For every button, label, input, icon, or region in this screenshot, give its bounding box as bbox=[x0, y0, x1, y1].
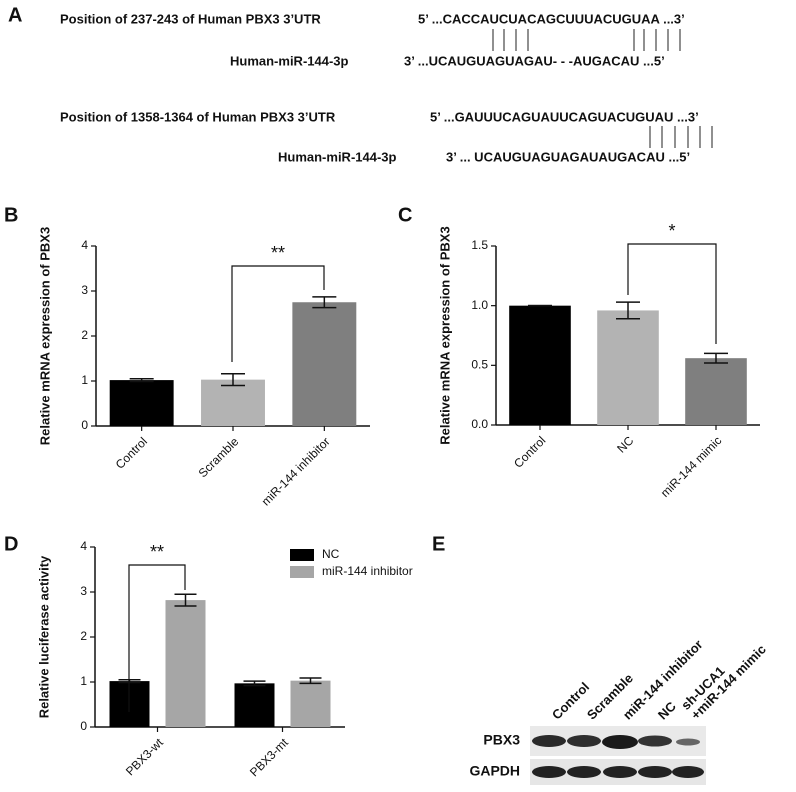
panel-label: D bbox=[4, 533, 18, 555]
bar bbox=[290, 680, 331, 727]
legend-label: miR-144 inhibitor bbox=[322, 564, 413, 578]
panel-label: C bbox=[398, 204, 412, 226]
x-tick-label: miR-144 inhibitor bbox=[259, 434, 333, 508]
y-tick-label: 1.5 bbox=[471, 238, 488, 252]
y-tick-label: 1 bbox=[81, 373, 88, 387]
y-axis-label: Relative mRNA expression of PBX3 bbox=[37, 227, 52, 445]
y-tick-label: 0.0 bbox=[471, 417, 488, 431]
sequence: 3’ ... UCAUGUAGUAGAUAUGACAU ...5’ bbox=[446, 149, 690, 164]
y-tick-label: 4 bbox=[81, 238, 88, 252]
y-axis-label: Relative mRNA expression of PBX3 bbox=[437, 226, 452, 444]
significance-bracket bbox=[128, 564, 186, 712]
blot-row-label: GAPDH bbox=[469, 763, 520, 779]
sequence: 3’ ...UCAUGUAGUAGAU- - -AUGACAU ...5’ bbox=[404, 53, 665, 68]
y-tick-label: 1 bbox=[80, 674, 87, 688]
sequence-label: Human-miR-144-3p bbox=[278, 149, 397, 164]
y-tick-label: 0 bbox=[81, 418, 88, 432]
sequence-label: Human-miR-144-3p bbox=[230, 53, 349, 68]
x-tick-label: Control bbox=[511, 433, 548, 470]
x-tick-label: Control bbox=[113, 434, 150, 471]
x-tick-label: NC bbox=[614, 433, 636, 455]
bar bbox=[597, 310, 659, 425]
y-tick-label: 3 bbox=[81, 283, 88, 297]
blot-row-label: PBX3 bbox=[483, 732, 520, 748]
legend-label: NC bbox=[322, 547, 340, 561]
sequence-label: Position of 237-243 of Human PBX3 3’UTR bbox=[60, 11, 321, 26]
y-tick-label: 2 bbox=[80, 629, 87, 643]
base-pairs bbox=[492, 29, 713, 148]
significance-bracket bbox=[231, 265, 325, 362]
bar bbox=[109, 380, 174, 426]
significance-label: ** bbox=[150, 542, 164, 562]
panel-label: A bbox=[8, 4, 22, 26]
significance-label: * bbox=[668, 221, 675, 241]
lane-label: NC bbox=[655, 698, 679, 722]
y-tick-label: 2 bbox=[81, 328, 88, 342]
legend-swatch bbox=[290, 549, 314, 561]
sequence: 5’ ...CACCAUCUACAGCUUUACUGUAA ...3’ bbox=[418, 11, 685, 26]
bar bbox=[234, 683, 275, 727]
western-blot bbox=[530, 726, 706, 785]
bar bbox=[292, 302, 357, 426]
lane-label: Control bbox=[549, 679, 592, 722]
y-tick-label: 0 bbox=[80, 719, 87, 733]
x-tick-label: miR-144 mimic bbox=[658, 433, 724, 499]
x-tick-label: Scramble bbox=[196, 434, 242, 480]
sequence: 5’ ...GAUUUCAGUAUUCAGUACUGUAU ...3’ bbox=[430, 109, 699, 124]
panel-label: E bbox=[432, 533, 445, 555]
bar bbox=[165, 600, 206, 727]
legend-swatch bbox=[290, 566, 314, 578]
y-tick-label: 4 bbox=[80, 539, 87, 553]
bar bbox=[509, 305, 571, 425]
x-tick-label: PBX3-mt bbox=[247, 735, 291, 779]
y-tick-label: 1.0 bbox=[471, 298, 488, 312]
panel-label: B bbox=[4, 204, 18, 226]
significance-label: ** bbox=[271, 243, 285, 263]
y-axis-label: Relative luciferase activity bbox=[36, 555, 51, 718]
sequence-label: Position of 1358-1364 of Human PBX3 3’UT… bbox=[60, 109, 336, 124]
significance-bracket bbox=[627, 243, 717, 344]
bar bbox=[201, 379, 265, 426]
bar bbox=[685, 358, 747, 425]
x-tick-label: PBX3-wt bbox=[123, 735, 166, 778]
y-tick-label: 3 bbox=[80, 584, 87, 598]
y-tick-label: 0.5 bbox=[471, 358, 488, 372]
